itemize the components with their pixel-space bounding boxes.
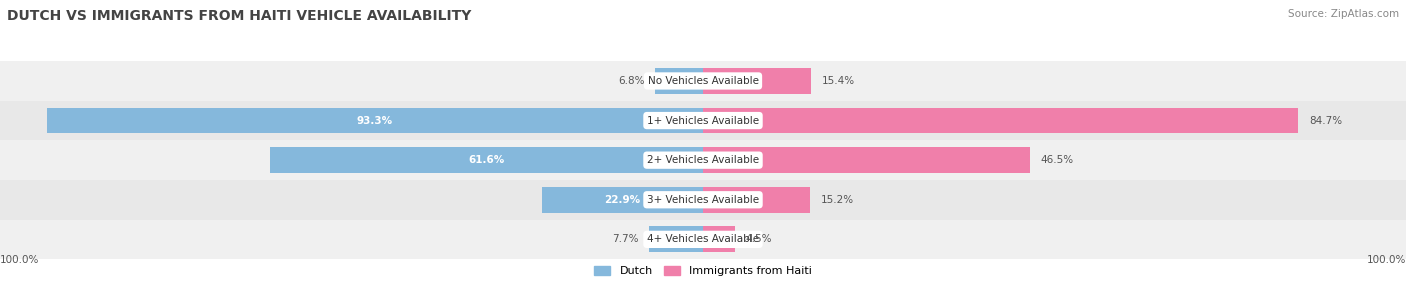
Bar	[543, 187, 703, 212]
Bar	[48, 108, 703, 134]
Text: 2+ Vehicles Available: 2+ Vehicles Available	[647, 155, 759, 165]
Bar	[703, 68, 811, 94]
Text: 4+ Vehicles Available: 4+ Vehicles Available	[647, 234, 759, 244]
Text: 6.8%: 6.8%	[619, 76, 644, 86]
Text: 84.7%: 84.7%	[1309, 116, 1343, 126]
Text: 15.2%: 15.2%	[821, 195, 853, 205]
Bar	[650, 227, 703, 252]
Bar	[655, 68, 703, 94]
Bar	[703, 227, 734, 252]
Bar	[0, 61, 1406, 101]
Text: No Vehicles Available: No Vehicles Available	[648, 76, 758, 86]
Text: 100.0%: 100.0%	[0, 255, 39, 265]
Bar	[0, 101, 1406, 140]
Text: 1+ Vehicles Available: 1+ Vehicles Available	[647, 116, 759, 126]
Text: Source: ZipAtlas.com: Source: ZipAtlas.com	[1288, 9, 1399, 19]
Bar	[270, 147, 703, 173]
Text: DUTCH VS IMMIGRANTS FROM HAITI VEHICLE AVAILABILITY: DUTCH VS IMMIGRANTS FROM HAITI VEHICLE A…	[7, 9, 471, 23]
Text: 3+ Vehicles Available: 3+ Vehicles Available	[647, 195, 759, 205]
Bar	[703, 187, 810, 212]
Text: 46.5%: 46.5%	[1040, 155, 1074, 165]
Bar	[703, 108, 1299, 134]
Text: 93.3%: 93.3%	[357, 116, 394, 126]
Bar	[0, 180, 1406, 220]
Bar	[0, 220, 1406, 259]
Bar	[703, 147, 1029, 173]
Text: 61.6%: 61.6%	[468, 155, 505, 165]
Bar	[0, 140, 1406, 180]
Legend: Dutch, Immigrants from Haiti: Dutch, Immigrants from Haiti	[589, 261, 817, 281]
Text: 100.0%: 100.0%	[1367, 255, 1406, 265]
Text: 22.9%: 22.9%	[605, 195, 641, 205]
Text: 7.7%: 7.7%	[612, 234, 638, 244]
Text: 15.4%: 15.4%	[821, 76, 855, 86]
Text: 4.5%: 4.5%	[745, 234, 772, 244]
